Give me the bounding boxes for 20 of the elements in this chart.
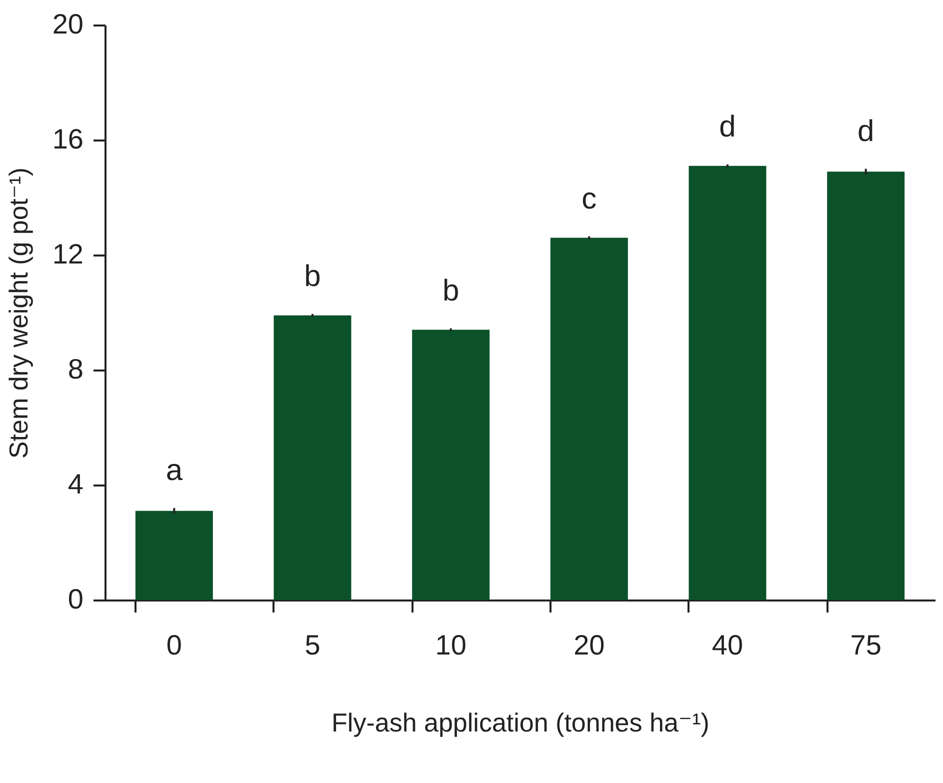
x-tick-label: 0: [166, 630, 182, 660]
annotation: c: [582, 182, 597, 216]
x-tick-label: 75: [850, 630, 882, 660]
y-tick-label: 8: [68, 354, 84, 384]
y-tick-label: 20: [52, 8, 84, 40]
y-tick-label: 4: [68, 468, 84, 500]
annotation: b: [304, 260, 321, 293]
x-tick-label: 40: [712, 630, 744, 660]
annotation: b: [442, 274, 460, 308]
y-tick-label: 12: [52, 238, 84, 270]
x-tick-label: 5: [304, 630, 320, 660]
x-tick-label: 10: [435, 630, 466, 660]
x-tick-label: 20: [574, 630, 605, 660]
annotation: d: [857, 114, 874, 148]
annotation: a: [166, 454, 183, 487]
annotation: d: [719, 110, 736, 144]
y-axis-title: Stem dry weight (g pot⁻¹): [3, 167, 34, 459]
x-axis-title: Fly-ash application (tonnes ha⁻¹): [332, 708, 710, 738]
y-tick-label: 0: [68, 584, 84, 614]
y-tick-label: 16: [52, 124, 84, 154]
